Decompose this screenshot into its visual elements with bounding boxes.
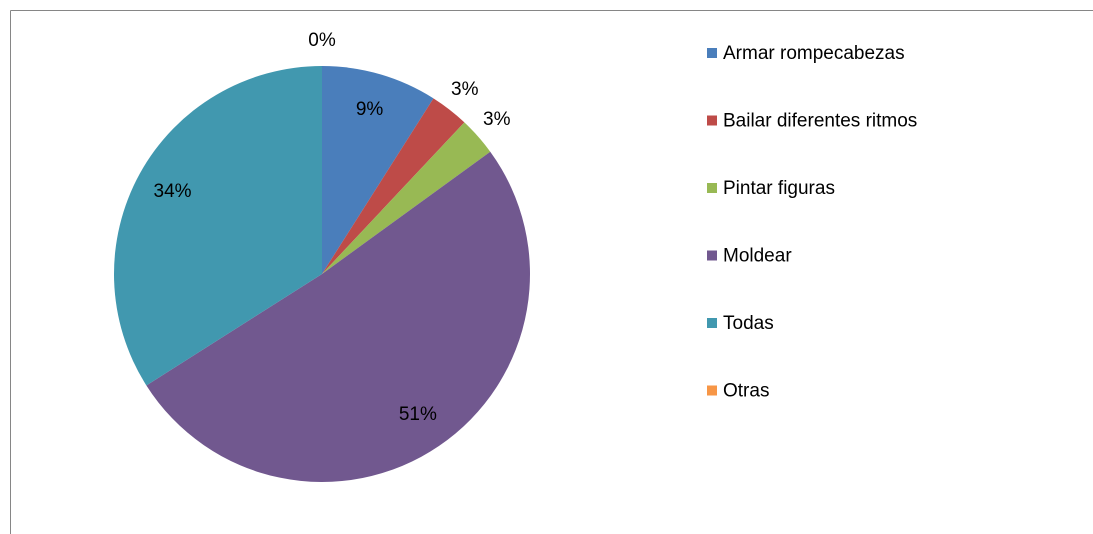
legend-swatch <box>707 183 717 193</box>
legend-swatch <box>707 385 717 396</box>
legend-label: Pintar figuras <box>723 178 835 199</box>
legend-label: Bailar diferentes ritmos <box>723 111 917 132</box>
data-label: 3% <box>451 79 479 100</box>
legend-label: Todas <box>723 313 774 334</box>
pie-slice <box>322 66 434 274</box>
legend-swatch <box>707 48 717 58</box>
pie-slice <box>322 122 491 274</box>
legend-swatch <box>707 318 717 328</box>
pie-slice <box>146 151 530 482</box>
legend-label: Armar rompecabezas <box>723 43 905 64</box>
pie-slice <box>322 98 465 274</box>
pie-slice <box>114 66 322 386</box>
legend-swatch <box>707 250 717 261</box>
data-label: 34% <box>154 181 192 202</box>
legend-swatch <box>707 115 717 126</box>
data-label: 3% <box>483 109 511 130</box>
legend-label: Moldear <box>723 246 792 267</box>
data-label: 51% <box>399 404 437 425</box>
data-label: 9% <box>356 99 384 120</box>
data-label: 0% <box>308 30 336 51</box>
legend-label: Otras <box>723 381 769 402</box>
